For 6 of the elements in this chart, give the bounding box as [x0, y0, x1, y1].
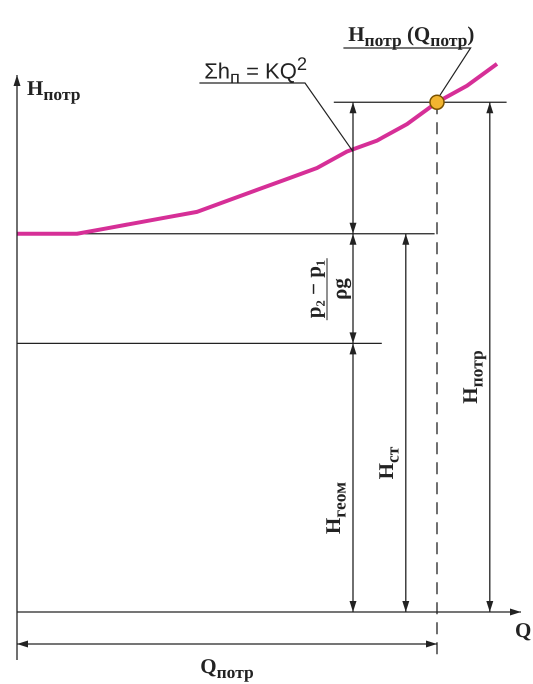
annotation: ρg: [328, 276, 352, 302]
x-axis-title: Q: [515, 618, 532, 642]
text: H$_{потр}$ (Q$_{потр}$): [348, 22, 474, 50]
text: Q$_{потр}$: [200, 654, 254, 682]
annotation: p₂ − p₁: [302, 257, 328, 320]
y-axis-title: H$_{потр}$: [27, 76, 80, 104]
